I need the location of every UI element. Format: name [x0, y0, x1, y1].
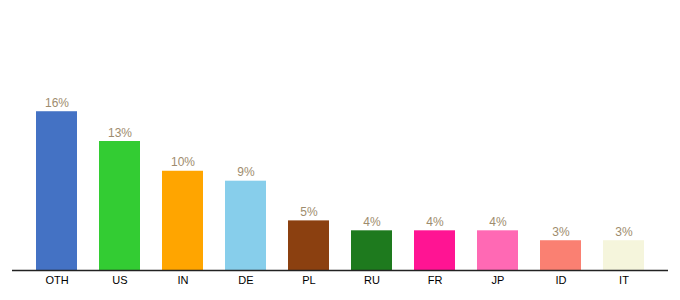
- svg-text:5%: 5%: [300, 205, 318, 219]
- svg-text:3%: 3%: [552, 225, 570, 239]
- svg-text:ID: ID: [556, 274, 567, 286]
- svg-text:10%: 10%: [171, 155, 195, 169]
- svg-text:PL: PL: [302, 274, 315, 286]
- svg-text:4%: 4%: [426, 215, 444, 229]
- svg-text:9%: 9%: [237, 165, 255, 179]
- svg-text:FR: FR: [428, 274, 443, 286]
- svg-text:3%: 3%: [615, 225, 633, 239]
- svg-text:RU: RU: [364, 274, 380, 286]
- svg-text:IT: IT: [619, 274, 629, 286]
- svg-text:JP: JP: [492, 274, 505, 286]
- svg-text:OTH: OTH: [45, 274, 68, 286]
- svg-text:4%: 4%: [363, 215, 381, 229]
- svg-text:DE: DE: [238, 274, 253, 286]
- svg-text:16%: 16%: [45, 96, 69, 110]
- svg-text:4%: 4%: [489, 215, 507, 229]
- svg-text:IN: IN: [178, 274, 189, 286]
- svg-text:US: US: [112, 274, 127, 286]
- svg-text:13%: 13%: [108, 126, 132, 140]
